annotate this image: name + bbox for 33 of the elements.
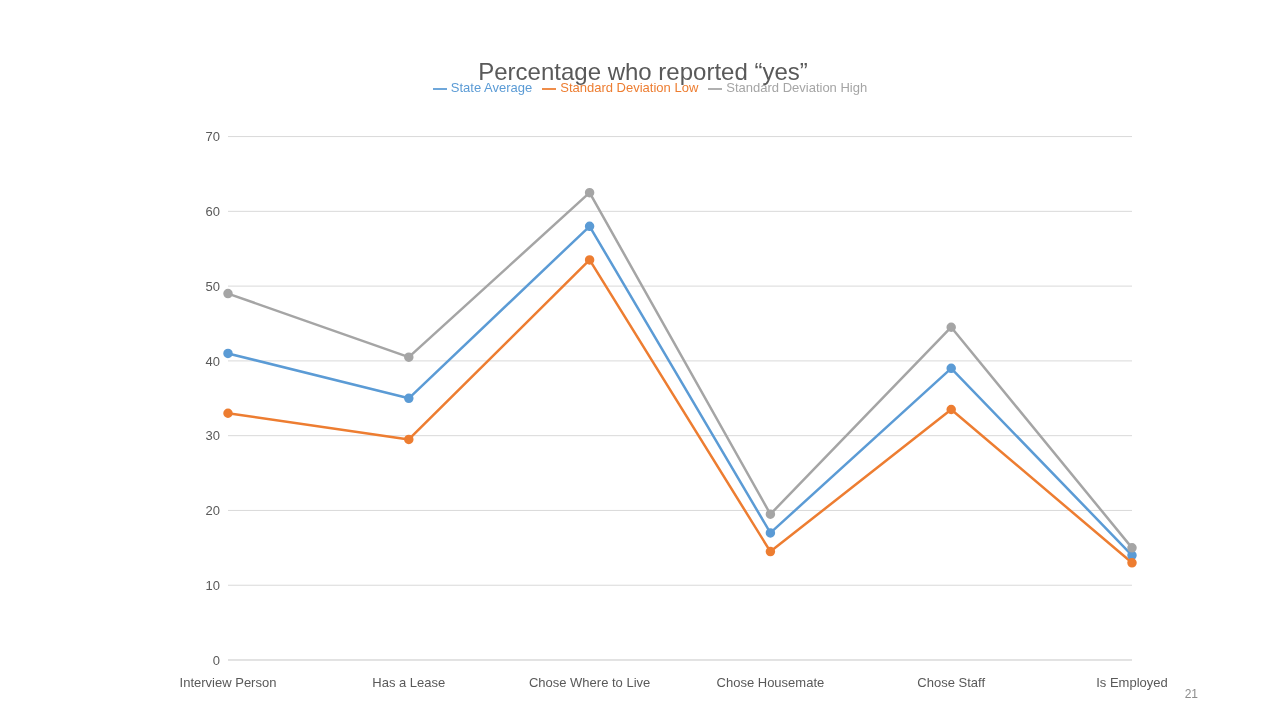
point [584,255,595,265]
point [765,509,776,519]
point [223,348,233,359]
y-tick-label: 60 [205,203,220,219]
point [223,288,233,299]
point [404,352,414,362]
point [584,221,595,232]
x-tick-label: Has a Lease [372,675,446,691]
point [946,363,956,374]
x-tick-label: Chose Housemate [716,675,825,691]
x-tick-label: Chose Staff [917,675,986,691]
y-tick-label: 10 [205,577,220,593]
y-tick-label: 50 [205,278,220,294]
x-tick-label: Is Employed [1096,675,1168,691]
point [404,393,414,404]
x-tick-label: Chose Where to Live [528,675,651,691]
y-tick-label: 20 [205,503,220,519]
y-tick-label: 0 [212,652,220,668]
point [1127,543,1137,553]
point [946,322,956,332]
y-tick-label: 70 [205,129,220,145]
y-tick-label: 30 [205,428,220,444]
point [946,404,956,415]
point [404,434,414,445]
text: 21 [1184,687,1198,701]
x-tick-label: Interview Person [179,675,277,691]
y-tick-label: 40 [205,353,220,369]
point [1127,558,1137,568]
legend-label: State Average [450,80,533,95]
point [765,528,776,538]
point [584,187,595,198]
point [765,546,776,557]
point [223,408,233,418]
